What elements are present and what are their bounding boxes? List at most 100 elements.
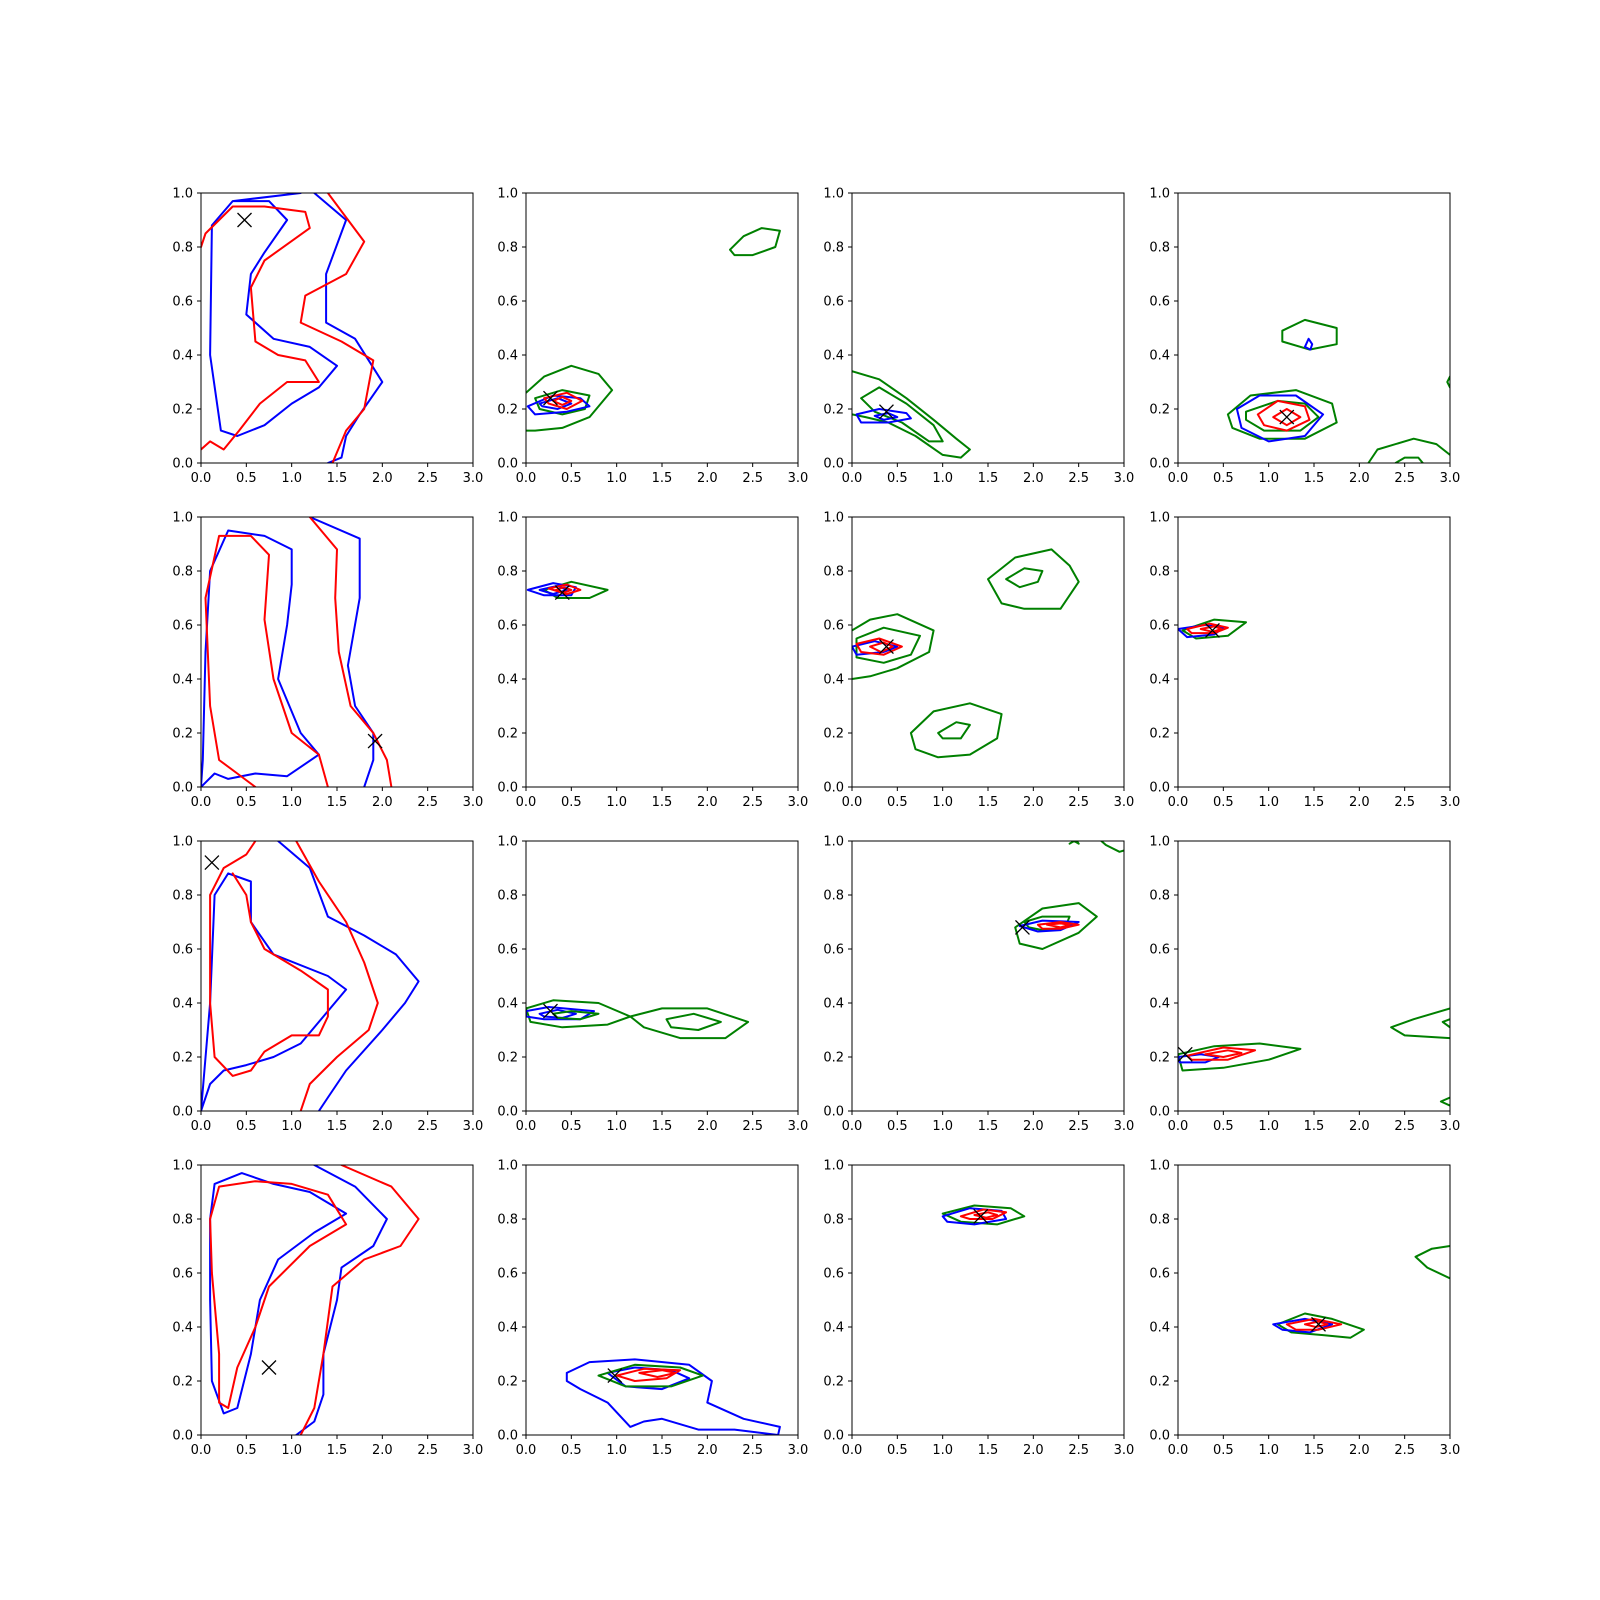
x-tick-label: 0.5 bbox=[1213, 1119, 1234, 1134]
y-tick-label: 0.0 bbox=[1149, 1105, 1170, 1120]
x-tick-label: 2.0 bbox=[697, 795, 718, 810]
x-tick-label: 0.5 bbox=[561, 795, 582, 810]
y-tick-label: 0.6 bbox=[823, 295, 844, 310]
x-tick-label: 3.0 bbox=[1114, 471, 1135, 486]
green-contour bbox=[526, 999, 632, 1029]
y-tick-label: 1.0 bbox=[497, 187, 518, 202]
x-tick-label: 0.5 bbox=[1213, 1443, 1234, 1458]
subplot-2-3: 0.0 0.5 1.0 1.5 2.0 2.5 3.0 0.0 0.2 0.4 0.6 0.8 1.0 bbox=[823, 511, 1134, 811]
y-tick-label: 1.0 bbox=[497, 1159, 518, 1174]
x-tick-label: 0.5 bbox=[561, 1119, 582, 1134]
contour-group bbox=[526, 999, 750, 1040]
y-tick-label: 0.4 bbox=[497, 997, 518, 1012]
blue-contour bbox=[855, 408, 912, 424]
y-tick-label: 0.0 bbox=[823, 781, 844, 796]
blue-contour bbox=[201, 872, 348, 1111]
contour-group bbox=[1178, 1007, 1450, 1107]
x-tick-label: 0.0 bbox=[1168, 795, 1189, 810]
y-tick-label: 0.2 bbox=[172, 1051, 193, 1066]
axes-frame bbox=[851, 516, 1125, 788]
x-tick-label: 3.0 bbox=[1440, 471, 1461, 486]
x-tick-label: 1.5 bbox=[1304, 1119, 1325, 1134]
y-tick-label: 0.4 bbox=[497, 1321, 518, 1336]
axes-frame bbox=[525, 840, 799, 1112]
y-tick-label: 0.6 bbox=[823, 619, 844, 634]
y-tick-label: 0.8 bbox=[172, 889, 193, 904]
contour-group bbox=[852, 370, 971, 459]
red-contour bbox=[1045, 922, 1071, 929]
y-tick-label: 0.8 bbox=[1149, 1213, 1170, 1228]
y-tick-label: 1.0 bbox=[497, 511, 518, 526]
y-tick-label: 0.2 bbox=[1149, 1375, 1170, 1390]
x-tick-label: 2.5 bbox=[417, 471, 438, 486]
red-contour bbox=[204, 534, 329, 787]
axes-frame bbox=[851, 1164, 1125, 1436]
x-tick-label: 2.5 bbox=[417, 1119, 438, 1134]
x-tick-label: 1.0 bbox=[1258, 471, 1279, 486]
x-tick-label: 2.0 bbox=[1023, 471, 1044, 486]
y-tick-label: 0.2 bbox=[823, 727, 844, 742]
x-tick-label: 1.0 bbox=[932, 471, 953, 486]
y-tick-label: 0.2 bbox=[497, 1051, 518, 1066]
subplot-3-3: 0.0 0.5 1.0 1.5 2.0 2.5 3.0 0.0 0.2 0.4 0.6 0.8 1.0 bbox=[823, 835, 1134, 1135]
y-tick-label: 1.0 bbox=[823, 1159, 844, 1174]
x-tick-label: 2.0 bbox=[1023, 795, 1044, 810]
subplot-3-2: 0.0 0.5 1.0 1.5 2.0 2.5 3.0 0.0 0.2 0.4 0.6 0.8 1.0 bbox=[497, 835, 808, 1135]
y-tick-label: 0.2 bbox=[172, 727, 193, 742]
green-contour bbox=[1367, 437, 1450, 463]
y-tick-label: 1.0 bbox=[172, 187, 193, 202]
green-contour bbox=[597, 1363, 704, 1388]
red-contour bbox=[1036, 921, 1080, 930]
x-marker bbox=[973, 1208, 989, 1224]
x-tick-label: 2.0 bbox=[697, 471, 718, 486]
x-tick-label: 1.5 bbox=[652, 795, 673, 810]
x-tick-label: 0.5 bbox=[887, 471, 908, 486]
contour-group bbox=[526, 227, 781, 432]
y-tick-label: 0.8 bbox=[823, 889, 844, 904]
red-contour bbox=[299, 193, 375, 463]
blue-contour bbox=[941, 1207, 1008, 1226]
x-tick-label: 3.0 bbox=[788, 1119, 809, 1134]
green-contour bbox=[852, 370, 971, 459]
x-tick-label: 1.0 bbox=[932, 1119, 953, 1134]
green-contour bbox=[629, 1007, 750, 1040]
red-contour bbox=[543, 391, 584, 410]
y-tick-label: 0.4 bbox=[1149, 997, 1170, 1012]
green-contour bbox=[1005, 567, 1044, 589]
y-tick-label: 0.0 bbox=[172, 1105, 193, 1120]
y-tick-label: 0.2 bbox=[823, 1375, 844, 1390]
x-tick-label: 2.5 bbox=[417, 1443, 438, 1458]
x-tick-label: 2.5 bbox=[1068, 795, 1089, 810]
contour-group bbox=[941, 1204, 1026, 1226]
x-tick-label: 0.5 bbox=[887, 1119, 908, 1134]
contour-group bbox=[526, 580, 609, 599]
y-tick-label: 0.4 bbox=[1149, 1321, 1170, 1336]
green-contour bbox=[852, 613, 935, 680]
x-tick-label: 1.5 bbox=[978, 1119, 999, 1134]
x-tick-label: 2.0 bbox=[372, 1443, 393, 1458]
y-tick-label: 1.0 bbox=[1149, 511, 1170, 526]
y-tick-label: 0.8 bbox=[172, 1213, 193, 1228]
x-tick-label: 1.0 bbox=[932, 795, 953, 810]
x-tick-label: 3.0 bbox=[1114, 1443, 1135, 1458]
y-tick-label: 1.0 bbox=[172, 1159, 193, 1174]
blue-contour bbox=[295, 1165, 388, 1435]
x-marker bbox=[543, 1003, 558, 1019]
x-tick-label: 1.5 bbox=[652, 1443, 673, 1458]
x-marker bbox=[1014, 919, 1030, 935]
green-contour bbox=[1414, 1245, 1450, 1280]
y-tick-label: 0.4 bbox=[497, 673, 518, 688]
red-contour bbox=[201, 205, 320, 451]
green-contour bbox=[1068, 841, 1080, 845]
subplot-1-4: 0.0 0.5 1.0 1.5 2.0 2.5 3.0 0.0 0.2 0.4 0.6 0.8 1.0 bbox=[1149, 187, 1460, 487]
subplot-2-2: 0.0 0.5 1.0 1.5 2.0 2.5 3.0 0.0 0.2 0.4 0.6 0.8 1.0 bbox=[497, 511, 808, 811]
subplot-4-3: 0.0 0.5 1.0 1.5 2.0 2.5 3.0 0.0 0.2 0.4 0.6 0.8 1.0 bbox=[823, 1159, 1134, 1459]
axes-frame bbox=[525, 192, 799, 464]
x-tick-label: 1.0 bbox=[932, 1443, 953, 1458]
x-tick-label: 1.0 bbox=[1258, 1443, 1279, 1458]
y-tick-label: 0.4 bbox=[172, 673, 193, 688]
red-contour bbox=[1256, 399, 1311, 432]
x-tick-label: 0.0 bbox=[1168, 1119, 1189, 1134]
x-tick-label: 3.0 bbox=[1440, 1119, 1461, 1134]
red-contour bbox=[1204, 1049, 1243, 1058]
